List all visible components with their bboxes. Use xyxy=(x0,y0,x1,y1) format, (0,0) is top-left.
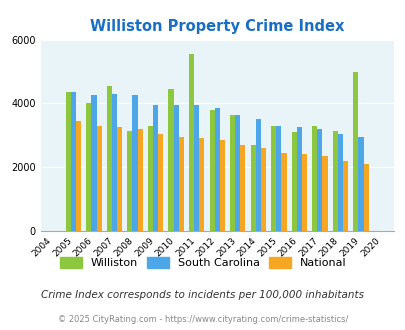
Legend: Williston, South Carolina, National: Williston, South Carolina, National xyxy=(54,251,351,274)
Bar xyxy=(311,126,317,231)
Bar xyxy=(291,132,296,231)
Bar xyxy=(153,105,158,231)
Bar xyxy=(322,156,327,231)
Bar xyxy=(137,129,143,231)
Bar xyxy=(358,137,362,231)
Bar xyxy=(214,108,219,231)
Bar xyxy=(112,94,117,231)
Bar xyxy=(230,115,234,231)
Bar xyxy=(234,115,240,231)
Bar xyxy=(158,134,163,231)
Bar xyxy=(332,130,337,231)
Bar xyxy=(199,139,204,231)
Bar xyxy=(107,86,112,231)
Bar xyxy=(362,164,368,231)
Bar xyxy=(117,127,122,231)
Bar xyxy=(275,126,281,231)
Text: Crime Index corresponds to incidents per 100,000 inhabitants: Crime Index corresponds to incidents per… xyxy=(41,290,364,300)
Bar xyxy=(66,92,71,231)
Bar xyxy=(132,95,137,231)
Text: © 2025 CityRating.com - https://www.cityrating.com/crime-statistics/: © 2025 CityRating.com - https://www.city… xyxy=(58,315,347,324)
Bar xyxy=(219,140,224,231)
Bar xyxy=(250,145,255,231)
Bar xyxy=(147,126,153,231)
Bar xyxy=(168,89,173,231)
Bar xyxy=(178,137,183,231)
Bar xyxy=(281,153,286,231)
Bar xyxy=(188,54,194,231)
Bar xyxy=(240,145,245,231)
Bar xyxy=(91,95,96,231)
Bar xyxy=(342,161,347,231)
Bar xyxy=(127,130,132,231)
Bar xyxy=(209,110,214,231)
Bar xyxy=(96,126,101,231)
Bar xyxy=(337,134,342,231)
Bar xyxy=(271,126,275,231)
Bar xyxy=(260,148,265,231)
Bar xyxy=(255,119,260,231)
Bar xyxy=(317,129,322,231)
Bar xyxy=(301,154,306,231)
Bar xyxy=(76,121,81,231)
Bar xyxy=(71,92,76,231)
Bar xyxy=(352,72,358,231)
Bar xyxy=(296,127,301,231)
Bar xyxy=(194,105,199,231)
Bar xyxy=(173,105,178,231)
Title: Williston Property Crime Index: Williston Property Crime Index xyxy=(90,19,343,34)
Bar xyxy=(86,103,91,231)
